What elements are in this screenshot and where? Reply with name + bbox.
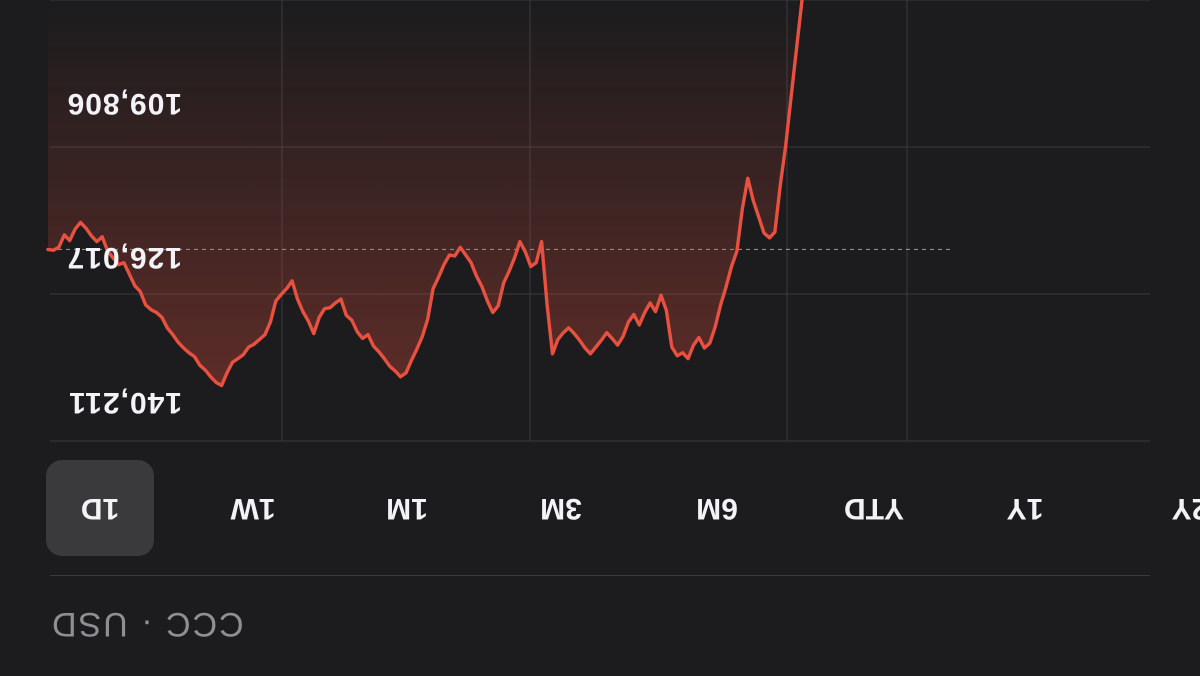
tab-1y[interactable]: 1Y bbox=[970, 460, 1080, 556]
tab-6m[interactable]: 6M bbox=[662, 460, 772, 556]
y-tick-label-high: 109,806 bbox=[66, 87, 182, 120]
symbol-currency-label: CCC · USD bbox=[50, 605, 244, 643]
tab-1d[interactable]: 1D bbox=[46, 460, 154, 556]
tab-1m[interactable]: 1M bbox=[352, 460, 462, 556]
price-area-fill bbox=[48, 0, 802, 386]
tab-2y[interactable]: 2Y bbox=[1140, 460, 1200, 556]
tab-ytd[interactable]: YTD bbox=[808, 460, 940, 556]
section-divider bbox=[50, 575, 1150, 576]
range-tab-bar: 1D 1W 1M 3M 6M YTD 1Y 2Y bbox=[0, 460, 1200, 556]
price-chart bbox=[46, 0, 1150, 442]
tab-1w[interactable]: 1W bbox=[198, 460, 308, 556]
y-tick-label-low: 140,211 bbox=[68, 386, 182, 419]
y-tick-label-mid: 126,017 bbox=[66, 241, 182, 274]
price-line bbox=[46, 0, 804, 388]
tab-3m[interactable]: 3M bbox=[506, 460, 616, 556]
